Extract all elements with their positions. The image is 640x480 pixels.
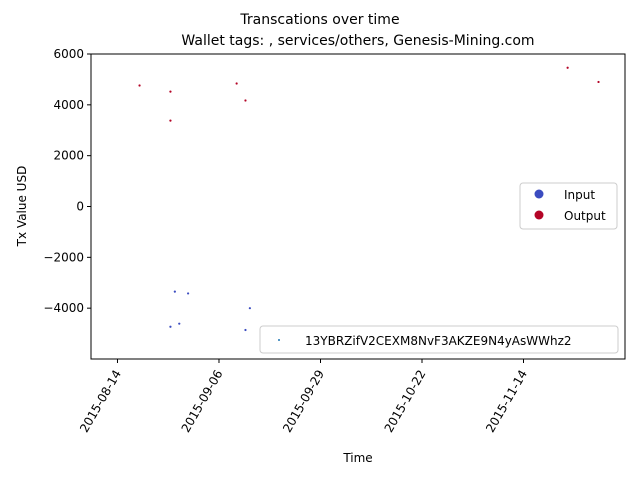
x-tick-label: 2015-09-06 — [179, 368, 226, 435]
legend-input-marker — [534, 189, 544, 199]
y-tick-label: 0 — [76, 200, 84, 214]
chart-subtitle: Wallet tags: , services/others, Genesis-… — [181, 33, 534, 49]
legend-address: 13YBRZifV2CEXM8NvF3AKZE9N4yAsWWhz2 — [259, 325, 619, 354]
point-input — [173, 290, 176, 293]
x-tick-label: 2015-09-29 — [280, 368, 327, 435]
y-tick-label: 4000 — [53, 98, 84, 112]
legend-input-output: Input Output — [519, 182, 618, 230]
point-output — [244, 99, 247, 102]
x-axis-label: Time — [342, 451, 372, 465]
y-axis: −4000 −2000 0 2000 4000 6000 — [43, 47, 91, 315]
point-output — [138, 84, 141, 87]
point-input — [169, 325, 172, 328]
legend-output-label: Output — [564, 209, 606, 223]
point-output — [235, 82, 238, 85]
x-tick-label: 2015-11-14 — [483, 368, 530, 435]
x-tick-label: 2015-10-22 — [382, 368, 429, 435]
x-tick-label: 2015-08-14 — [77, 368, 124, 435]
y-tick-label: 6000 — [53, 47, 84, 61]
legend-box — [519, 182, 618, 230]
point-output — [597, 80, 600, 84]
y-tick-label: −4000 — [43, 301, 84, 315]
legend-input-label: Input — [564, 188, 595, 202]
point-input — [244, 328, 247, 332]
y-axis-label: Tx Value USD — [15, 166, 29, 248]
y-tick-label: 2000 — [53, 149, 84, 163]
legend-address-box — [259, 325, 619, 354]
data-points — [138, 66, 600, 332]
x-axis: 2015-08-14 2015-09-06 2015-09-29 2015-10-22… — [77, 359, 530, 435]
legend-address-label: 13YBRZifV2CEXM8NvF3AKZE9N4yAsWWhz2 — [305, 334, 572, 348]
point-output — [566, 66, 569, 69]
point-input — [248, 307, 251, 310]
legend-address-marker — [278, 339, 280, 341]
point-output — [169, 90, 172, 93]
y-tick-label: −2000 — [43, 250, 84, 264]
chart-title: Transcations over time — [239, 12, 399, 28]
point-input — [186, 292, 190, 295]
legend-output-marker — [534, 210, 544, 220]
point-input — [178, 322, 181, 325]
point-output — [169, 119, 172, 122]
